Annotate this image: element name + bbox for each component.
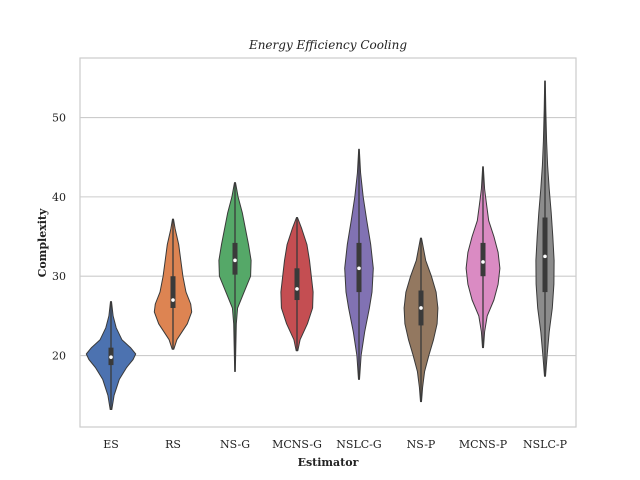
x-tick-label: NSLC-G — [336, 438, 381, 451]
y-axis-label: Complexity — [36, 208, 49, 277]
y-tick-label: 30 — [52, 270, 66, 283]
chart-title: Energy Efficiency Cooling — [248, 38, 407, 52]
median-point-nslc-g — [357, 266, 361, 271]
iqr-box-mcns-g — [294, 268, 300, 301]
grid-lines — [80, 116, 576, 357]
x-axis-label: Estimator — [298, 456, 359, 469]
median-point-mcns-p — [481, 260, 485, 264]
y-tick-label: 20 — [52, 350, 66, 363]
x-tick-label: NSLC-P — [523, 438, 568, 451]
median-point-es — [109, 355, 113, 359]
y-tick-label: 50 — [52, 112, 66, 125]
violins — [85, 80, 555, 410]
x-tick-label: MCNS-P — [459, 438, 508, 451]
median-point-nslc-p — [543, 254, 547, 259]
plot-frame — [79, 57, 577, 428]
x-tick-label: NS-P — [407, 438, 436, 451]
median-point-mcns-g — [295, 287, 299, 291]
median-point-rs — [171, 298, 175, 302]
median-point-ns-g — [233, 258, 237, 263]
x-tick-label: RS — [165, 438, 181, 451]
x-tick-label: NS-G — [220, 438, 250, 451]
iqr-box-mcns-p — [480, 242, 486, 277]
x-tick-label: MCNS-G — [272, 438, 322, 451]
iqr-box-rs — [170, 276, 176, 308]
x-tick-label: ES — [103, 438, 119, 451]
y-tick-labels: 20 30 40 50 — [52, 112, 66, 363]
y-tick-label: 40 — [52, 191, 66, 204]
x-tick-labels: ES RS NS-G MCNS-G NSLC-G NS-P MCNS-P NSLC-P — [103, 438, 567, 451]
median-point-ns-p — [419, 306, 423, 310]
